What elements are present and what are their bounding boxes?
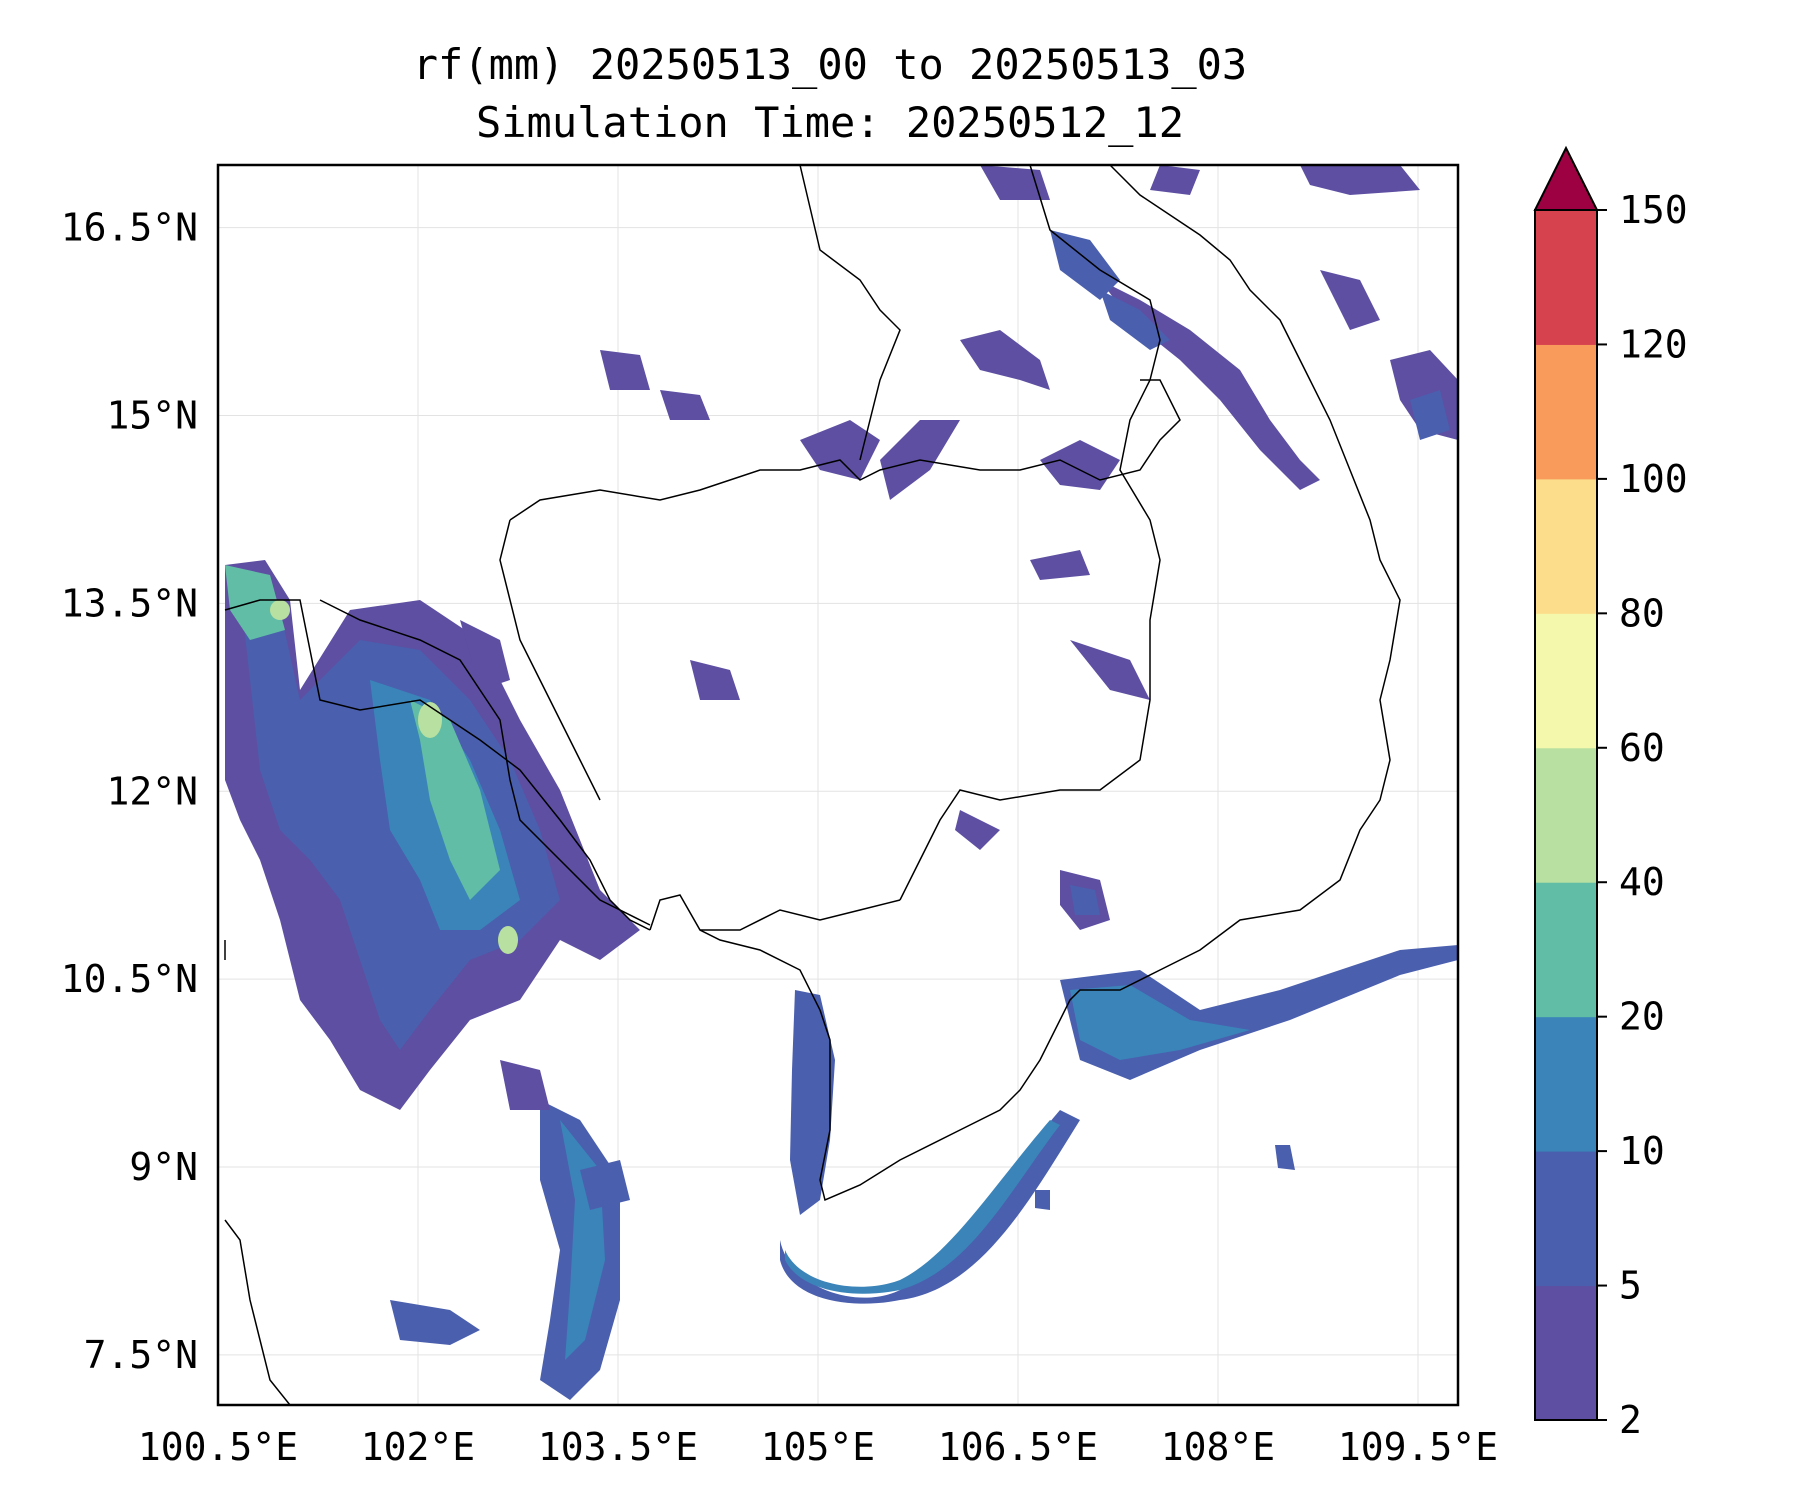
colorbar-tick-label: 20: [1619, 995, 1665, 1039]
colorbar-segment: [1535, 1151, 1597, 1287]
lat-tick-label: 7.5°N: [84, 1333, 198, 1377]
coastlines-and-borders: [224, 164, 1401, 1406]
lat-tick-label: 10.5°N: [61, 957, 198, 1001]
colorbar-tick-label: 150: [1619, 188, 1688, 232]
lon-tick-label: 106.5°E: [938, 1425, 1098, 1469]
title-line-1: rf(mm) 20250513_00 to 20250513_03: [412, 40, 1248, 89]
lat-tick-label: 16.5°N: [61, 206, 198, 250]
colorbar-tick-label: 80: [1619, 591, 1665, 635]
lat-tick-label: 9°N: [129, 1145, 198, 1189]
colorbar-segment: [1535, 478, 1597, 614]
lon-tick-label: 103.5°E: [538, 1425, 698, 1469]
colorbar-segment: [1535, 1016, 1597, 1152]
lat-tick-label: 12°N: [106, 769, 198, 813]
colorbar-tick-labels: 2 5 10 20 40 60 80 100 120 150: [1597, 188, 1688, 1442]
latitude-tick-labels: 16.5°N 15°N 13.5°N 12°N 10.5°N 9°N 7.5°N: [61, 206, 198, 1377]
lat-tick-label: 15°N: [106, 394, 198, 438]
colorbar-segment: [1535, 210, 1597, 345]
longitude-tick-labels: 100.5°E 102°E 103.5°E 105°E 106.5°E 108°E 109.…: [138, 1425, 1498, 1469]
title-line-2: Simulation Time: 20250512_12: [475, 98, 1184, 147]
lon-tick-label: 102°E: [361, 1425, 475, 1469]
colorbar-segment: [1535, 882, 1597, 1018]
colorbar-tick-label: 60: [1619, 726, 1665, 770]
colorbar-segments: [1535, 210, 1597, 1421]
colorbar-segment: [1535, 344, 1597, 480]
colorbar-tick-label: 5: [1619, 1264, 1642, 1308]
lon-tick-label: 108°E: [1161, 1425, 1275, 1469]
lon-tick-label: 109.5°E: [1338, 1425, 1498, 1469]
colorbar-segment: [1535, 613, 1597, 749]
colorbar-tick-label: 10: [1619, 1129, 1665, 1173]
lat-tick-label: 13.5°N: [61, 581, 198, 625]
colorbar: 2 5 10 20 40 60 80 100 120 150: [1533, 145, 1688, 1442]
rainfall-field: [225, 165, 1458, 1400]
colorbar-tick-label: 100: [1619, 457, 1688, 501]
colorbar-tick-label: 2: [1619, 1398, 1642, 1442]
colorbar-segment: [1535, 1285, 1597, 1421]
colorbar-tick-label: 40: [1619, 860, 1665, 904]
colorbar-segment: [1535, 747, 1597, 883]
colorbar-extend-arrow: [1533, 145, 1599, 211]
map-panel: [216, 163, 1460, 1407]
colorbar-tick-label: 120: [1619, 322, 1688, 366]
lon-tick-label: 105°E: [761, 1425, 875, 1469]
lon-tick-label: 100.5°E: [138, 1425, 298, 1469]
